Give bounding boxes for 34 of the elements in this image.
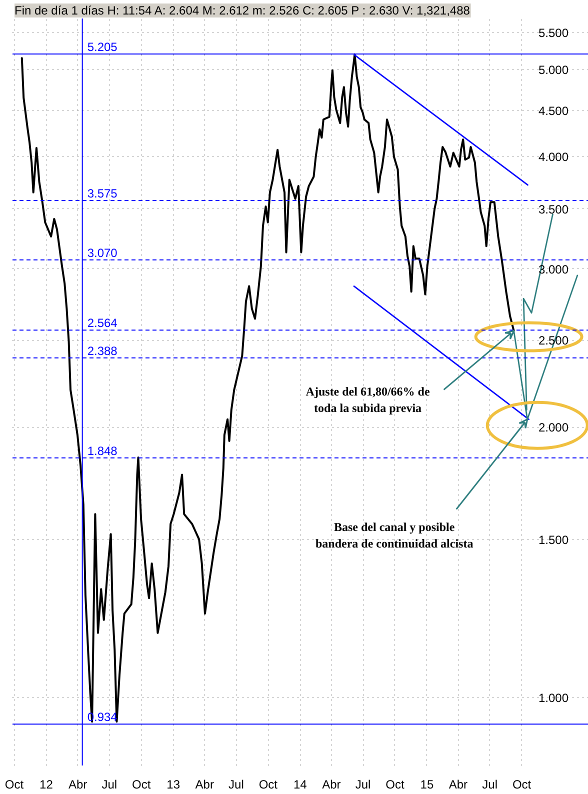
x-tick-label: Abr [68, 778, 88, 792]
ref-line-label: 2.564 [87, 316, 118, 330]
annotation: Base del canal y posible bandera de continuidad alcista [316, 520, 474, 551]
x-tick-label: Oct [512, 778, 532, 792]
y-tick-label: 1.000 [538, 690, 569, 705]
annotation: Ajuste del 61,80/66% de toda la subida previa [306, 384, 430, 416]
x-tick-label: Abr [448, 778, 468, 792]
y-tick-label: 2.000 [538, 420, 569, 435]
y-tick-label: 1.500 [538, 532, 569, 547]
y-tick-label: 4.500 [538, 104, 569, 118]
x-tick-label: Oct [132, 778, 152, 792]
x-tick-label: Jul [102, 778, 118, 792]
ref-line-label: 3.575 [87, 186, 118, 200]
chart-title: Fin de día 1 días H: 11:54 A: 2.604 M: 2.612 m: 2.526 C: 2.605 P : 2.630 V: 1,321,488 [14, 4, 470, 18]
ref-line-label: 2.388 [87, 344, 118, 358]
ref-line-label: 1.848 [87, 444, 118, 458]
ref-line-label: 5.205 [87, 40, 118, 54]
x-tick-label: 15 [420, 778, 434, 792]
x-tick-label: Jul [482, 778, 498, 792]
x-tick-label: Oct [258, 778, 278, 792]
x-tick-label: Abr [322, 778, 341, 792]
y-tick-label: 3.500 [538, 202, 569, 216]
x-tick-label: 14 [293, 778, 308, 792]
ref-line-label: 3.070 [87, 246, 118, 260]
y-tick-label: 4.000 [538, 150, 569, 164]
x-tick-label: Oct [386, 778, 405, 792]
x-tick-label: Jul [355, 778, 371, 792]
y-tick-label: 5.000 [538, 63, 569, 78]
x-tick-label: 12 [40, 778, 54, 792]
x-tick-label: Abr [195, 778, 214, 792]
y-tick-label: 5.500 [538, 26, 569, 40]
x-tick-label: Jul [228, 778, 244, 792]
x-tick-label: 13 [166, 778, 180, 792]
x-tick-label: Oct [4, 778, 24, 792]
